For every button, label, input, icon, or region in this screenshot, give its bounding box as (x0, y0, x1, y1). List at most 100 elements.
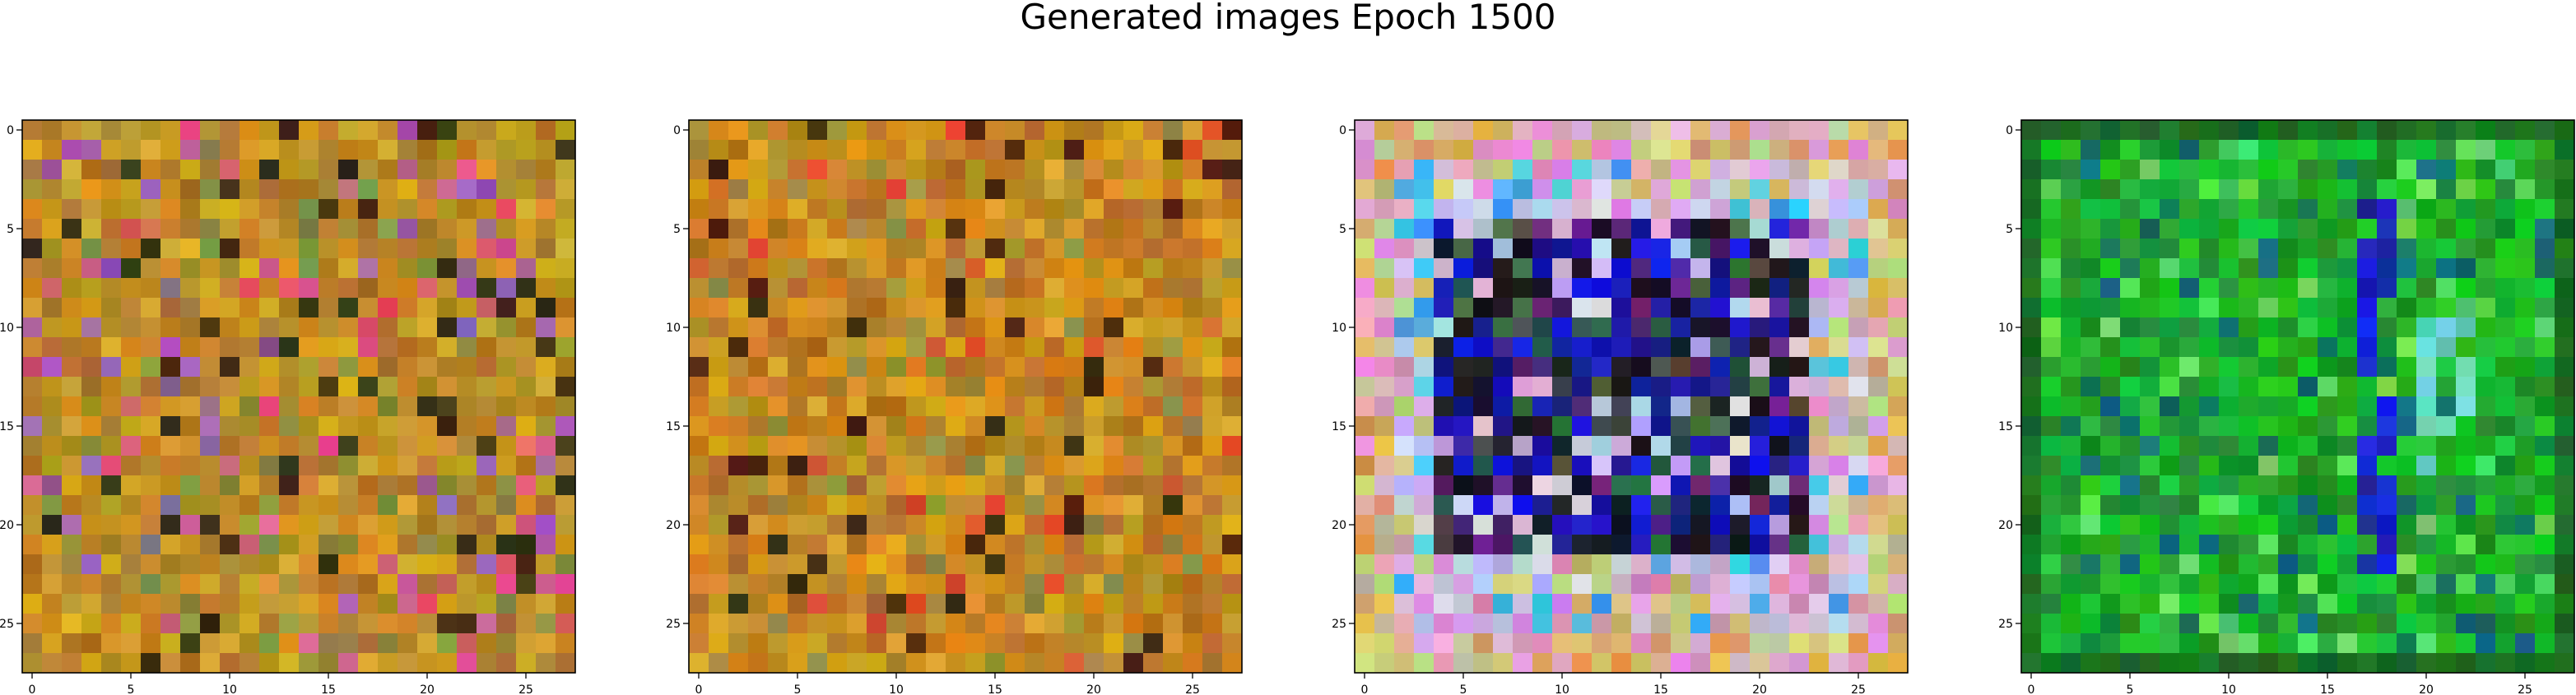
pixel-cell (709, 239, 729, 259)
pixel-cell (2416, 377, 2437, 397)
pixel-cell (2397, 436, 2417, 456)
pixel-cell (1104, 594, 1124, 614)
pixel-cell (279, 317, 300, 338)
pixel-cell (1473, 396, 1494, 417)
pixel-cell (1104, 416, 1124, 437)
pixel-cell (709, 436, 729, 456)
pixel-cell (1592, 298, 1612, 318)
pixel-cell (516, 475, 537, 496)
pixel-cell (556, 554, 576, 575)
pixel-cell (1202, 653, 1223, 674)
pixel-cell (2278, 199, 2299, 220)
pixel-cell (1163, 317, 1183, 338)
pixel-cell (141, 554, 161, 575)
pixel-cell (689, 258, 709, 279)
pixel-cell (2555, 317, 2575, 338)
pixel-cell (1044, 594, 1065, 614)
pixel-cell (81, 594, 102, 614)
pixel-cell (1631, 416, 1652, 437)
pixel-cell (1202, 614, 1223, 634)
pixel-cell (2555, 436, 2575, 456)
pixel-cell (220, 633, 240, 654)
pixel-cell (1690, 495, 1711, 516)
pixel-cell (1848, 239, 1869, 259)
pixel-cell (477, 515, 497, 535)
pixel-cell (1493, 258, 1514, 279)
pixel-cell (1848, 298, 1869, 318)
pixel-cell (1044, 317, 1065, 338)
x-tick-label: 10 (222, 683, 237, 695)
pixel-cell (2456, 258, 2476, 279)
pixel-cell (42, 298, 63, 318)
pixel-cell (516, 120, 537, 141)
pixel-cell (965, 140, 986, 160)
pixel-cell (2021, 475, 2042, 496)
pixel-cell (748, 554, 769, 575)
pixel-cell (1453, 535, 1474, 555)
pixel-cell (2239, 574, 2259, 595)
pixel-cell (477, 377, 497, 397)
pixel-cell (2160, 160, 2180, 180)
pixel-cell (2199, 396, 2220, 417)
pixel-cell (2199, 475, 2220, 496)
pixel-cell (437, 495, 458, 516)
pixel-cell (1202, 160, 1223, 180)
pixel-cell (1532, 317, 1553, 338)
pixel-cell (536, 298, 556, 318)
pixel-cell (496, 515, 517, 535)
pixel-cell (965, 456, 986, 476)
pixel-cell (536, 396, 556, 417)
pixel-cell (1084, 653, 1104, 674)
pixel-cell (1202, 258, 1223, 279)
pixel-cell (2278, 574, 2299, 595)
pixel-cell (121, 199, 142, 220)
pixel-cell (1829, 614, 1849, 634)
pixel-cell (378, 120, 398, 141)
pixel-cell (2239, 594, 2259, 614)
pixel-cell (886, 515, 907, 535)
pixel-cell (2081, 199, 2101, 220)
pixel-cell (2377, 594, 2397, 614)
pixel-cell (2495, 377, 2516, 397)
pixel-cell (1143, 495, 1164, 516)
pixel-cell (926, 515, 946, 535)
pixel-cell (827, 160, 848, 180)
pixel-cell (1414, 317, 1434, 338)
pixel-cell (1809, 357, 1830, 378)
pixel-cell (516, 416, 537, 437)
pixel-cell (1848, 337, 1869, 358)
pixel-cell (2495, 653, 2516, 674)
pixel-cell (2416, 396, 2437, 417)
pixel-cell (689, 278, 709, 299)
pixel-cell (2337, 574, 2358, 595)
pixel-cell (2100, 436, 2121, 456)
pixel-cell (965, 416, 986, 437)
pixel-cell (1123, 594, 1144, 614)
pixel-cell (1123, 239, 1144, 259)
pixel-cell (1005, 614, 1025, 634)
pixel-cell (2555, 574, 2575, 595)
pixel-cell (985, 160, 1006, 180)
pixel-cell (926, 258, 946, 279)
pixel-cell (477, 160, 497, 180)
pixel-cell (709, 653, 729, 674)
pixel-cell (926, 574, 946, 595)
pixel-cell (1374, 357, 1395, 378)
pixel-cell (457, 396, 477, 417)
pixel-cell (141, 140, 161, 160)
pixel-cell (141, 160, 161, 180)
pixel-cell (807, 554, 828, 575)
pixel-cell (2416, 337, 2437, 358)
pixel-cell (1592, 633, 1612, 654)
pixel-cell (516, 515, 537, 535)
pixel-cell (1025, 357, 1045, 378)
pixel-cell (536, 357, 556, 378)
pixel-cell (2021, 317, 2042, 338)
pixel-cell (239, 416, 260, 437)
pixel-cell (338, 317, 359, 338)
pixel-cell (1690, 574, 1711, 595)
pixel-cell (259, 219, 280, 239)
pixel-cell (2061, 653, 2081, 674)
pixel-cell (1631, 219, 1652, 239)
pixel-cell (709, 337, 729, 358)
